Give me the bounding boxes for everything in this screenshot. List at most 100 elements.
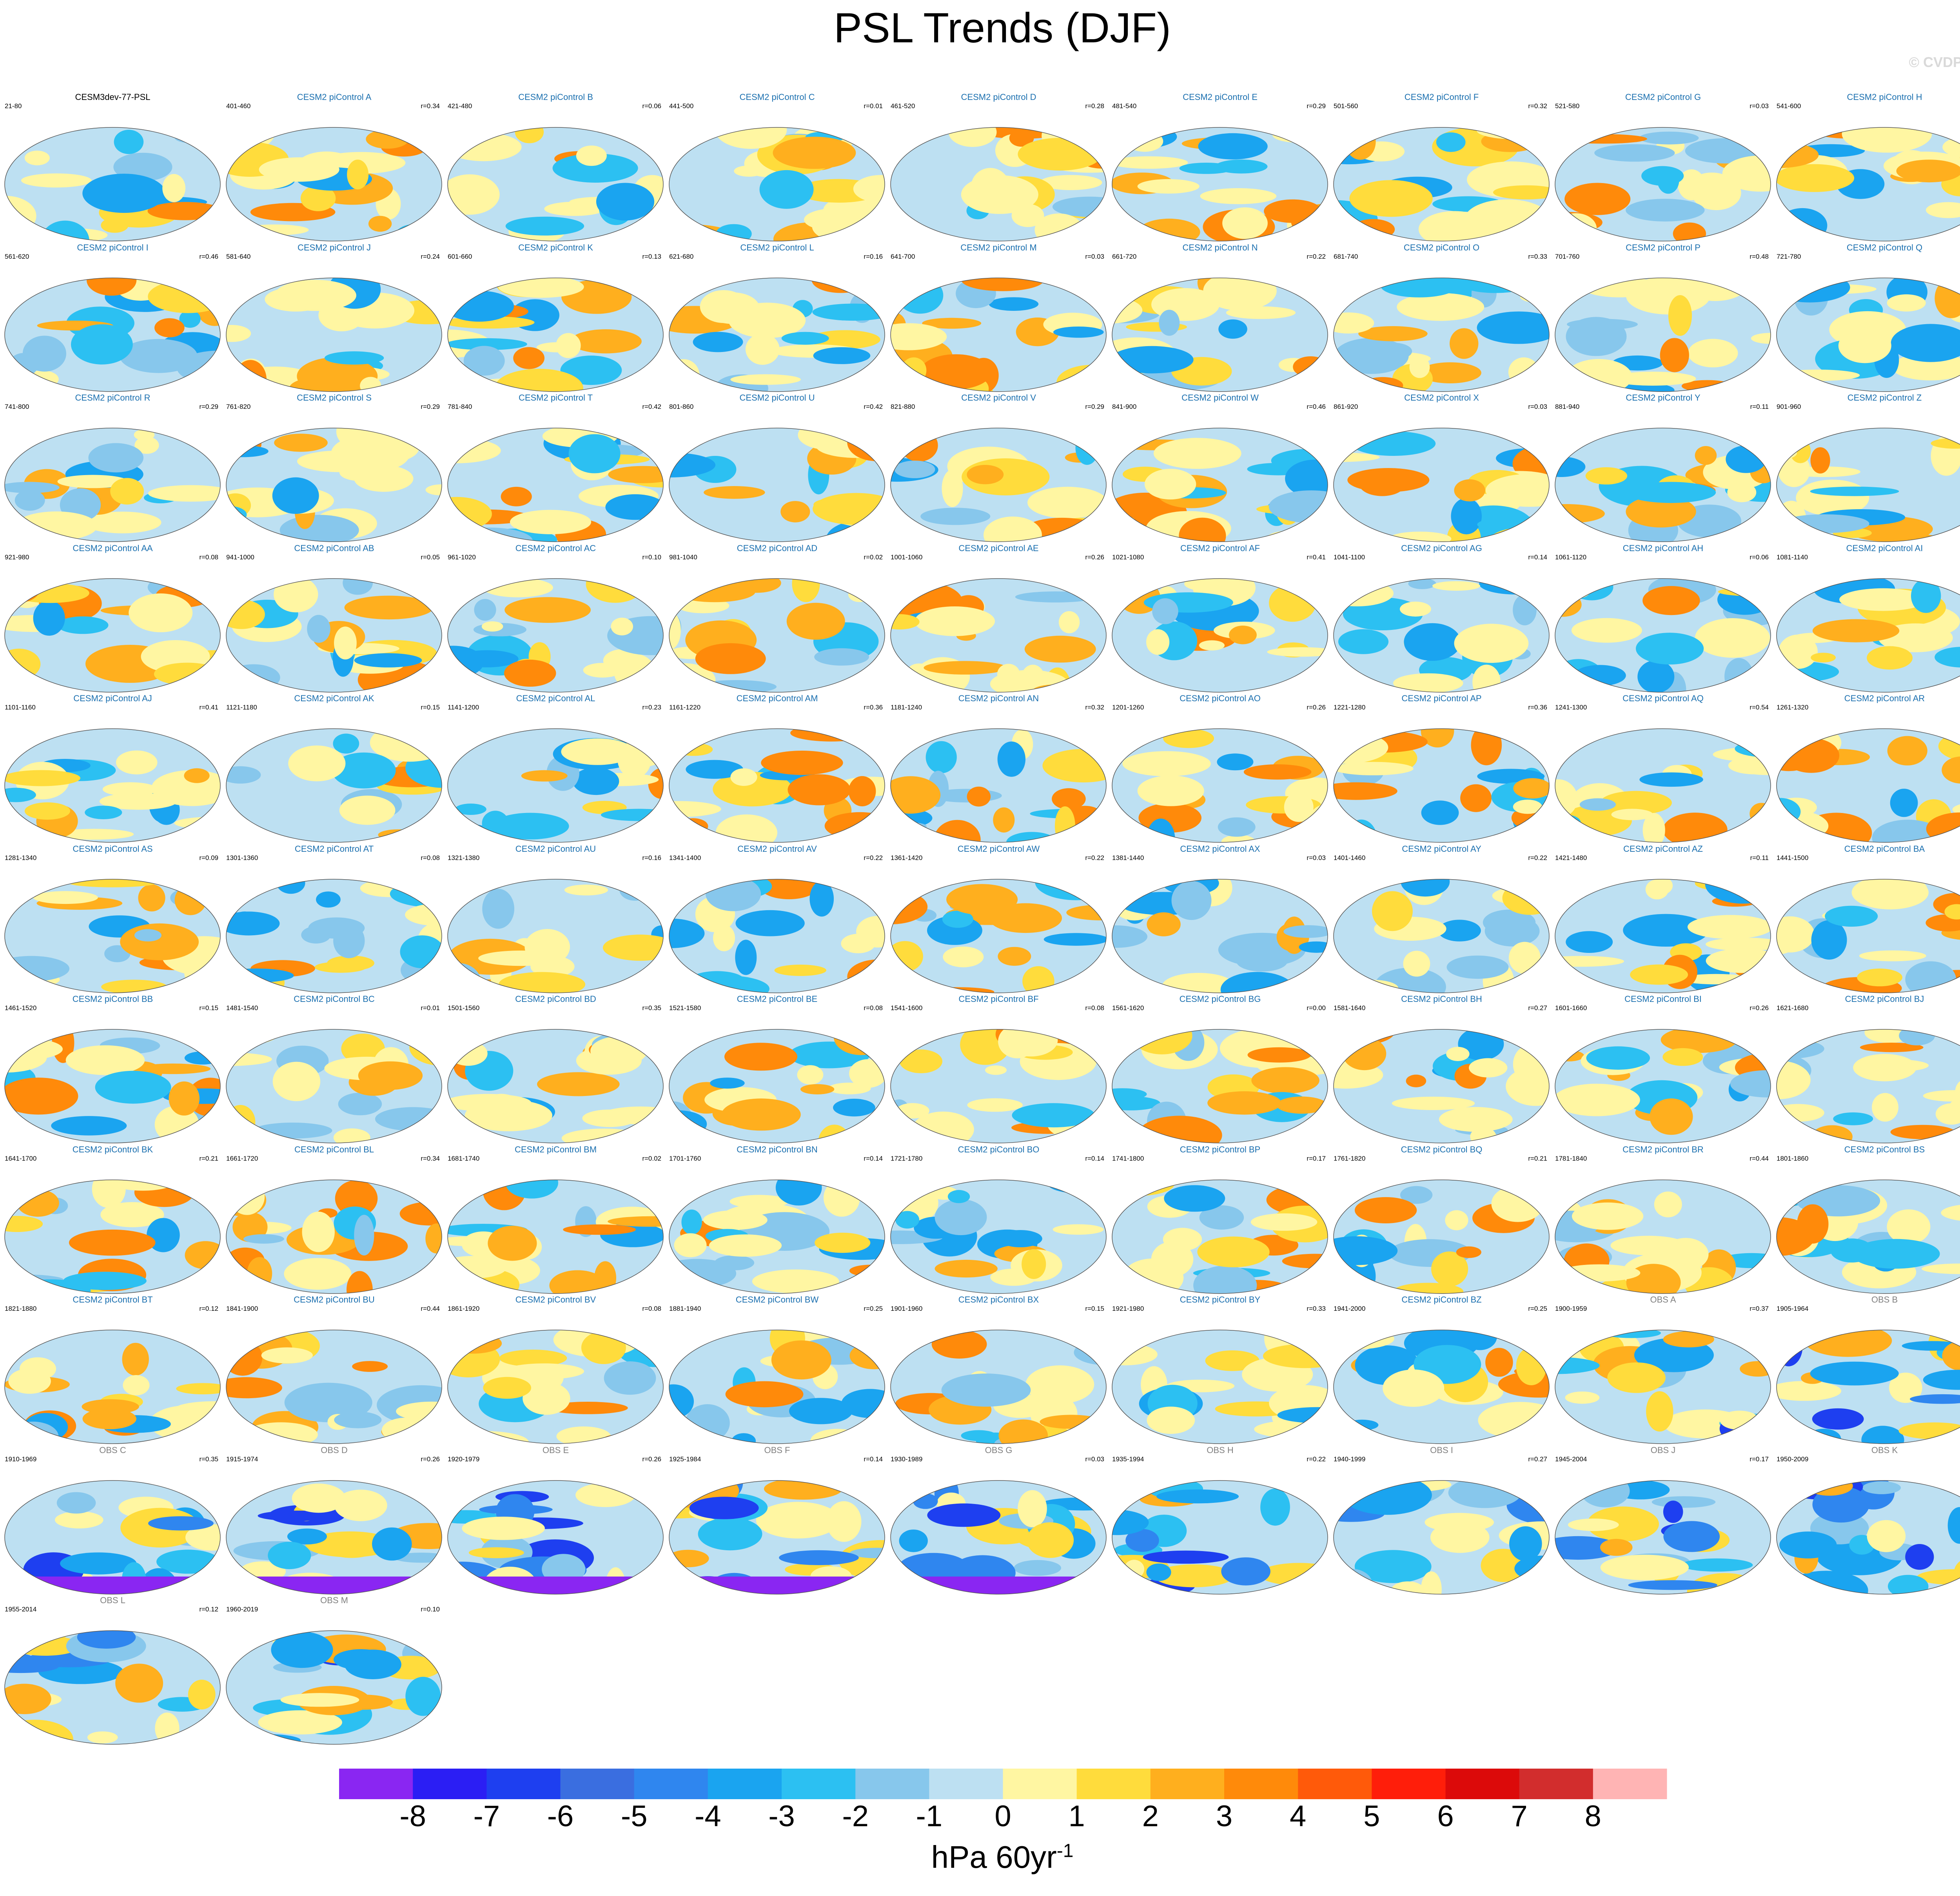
map-panel: CESM2 piControl AE 1001-1060 r=0.26 — [890, 543, 1107, 694]
map-svg — [1776, 428, 1960, 542]
trend-region — [735, 939, 757, 975]
trend-region — [709, 1234, 782, 1257]
trend-region — [1137, 179, 1200, 194]
map-outline — [447, 127, 664, 241]
map-outline — [447, 728, 664, 843]
map-svg — [4, 1330, 221, 1444]
trend-region — [809, 880, 834, 916]
trend-region — [730, 374, 801, 385]
trend-region — [302, 1211, 335, 1252]
trend-region — [115, 1664, 163, 1703]
map-svg — [1333, 1480, 1550, 1595]
trend-region — [1200, 188, 1277, 204]
map-panel: OBS G 1930-1989 r=0.03 — [890, 1445, 1107, 1596]
panel-correlation: r=0.22 — [1528, 854, 1547, 862]
panel-correlation: r=0.41 — [199, 704, 218, 711]
map-panel: OBS M 1960-2019 r=0.10 — [225, 1595, 443, 1746]
trend-region — [1730, 1070, 1771, 1098]
map-panel: CESM2 piControl S 761-820 r=0.29 — [225, 393, 443, 544]
panel-title: CESM2 piControl AD — [737, 543, 818, 553]
trend-region — [523, 1382, 570, 1415]
panel-correlation: r=0.46 — [1307, 403, 1326, 410]
trend-region — [1695, 618, 1770, 658]
panel-correlation: r=0.03 — [1085, 252, 1104, 260]
panel-correlation: r=0.17 — [1307, 1154, 1326, 1162]
panel-correlation: r=0.01 — [421, 1004, 440, 1012]
trend-region — [1896, 160, 1960, 183]
colorbar-segment — [1372, 1769, 1446, 1799]
trend-region — [826, 1501, 862, 1542]
panel-correlation: r=0.03 — [1749, 102, 1769, 110]
trend-region — [1154, 1564, 1234, 1587]
panel-correlation: r=0.36 — [864, 704, 883, 711]
colorbar-segment — [929, 1769, 1003, 1799]
trend-region — [138, 884, 165, 911]
map-outline — [4, 728, 221, 843]
map-svg — [4, 1480, 221, 1595]
trend-region — [724, 1043, 798, 1071]
trend-region — [505, 597, 591, 623]
panel-title: CESM2 piControl AO — [1180, 693, 1261, 703]
trend-region — [1217, 753, 1254, 771]
map-panel: OBS H 1935-1994 r=0.22 — [1111, 1445, 1329, 1596]
map-outline — [1333, 728, 1550, 843]
trend-region — [5, 482, 60, 494]
panel-correlation: r=0.03 — [1085, 1455, 1104, 1463]
map-outline — [669, 578, 885, 693]
panel-period: 1881-1940 — [669, 1305, 701, 1312]
trend-region — [5, 770, 80, 786]
map-panel: CESM2 piControl F 501-560 r=0.32 — [1333, 92, 1550, 243]
panel-correlation: r=0.33 — [1307, 1305, 1326, 1312]
colorbar-tick-label: -5 — [621, 1800, 648, 1833]
trend-region — [134, 429, 155, 441]
panel-title: OBS E — [542, 1445, 569, 1455]
map-outline — [226, 1330, 442, 1444]
trend-region — [717, 302, 768, 316]
map-panel: OBS C 1910-1969 r=0.35 — [4, 1445, 221, 1596]
trend-region — [967, 786, 991, 807]
trend-region — [891, 323, 947, 350]
trend-region — [354, 1214, 374, 1256]
trend-region — [1419, 362, 1481, 383]
panel-correlation: r=0.41 — [1307, 553, 1326, 561]
panel-period: 601-660 — [448, 252, 472, 260]
panel-title: CESM2 piControl F — [1404, 92, 1479, 102]
map-panel: CESM2 piControl BI 1601-1660 r=0.26 — [1554, 994, 1772, 1145]
trend-region — [463, 345, 505, 376]
map-outline — [890, 1179, 1107, 1294]
trend-region — [116, 750, 158, 775]
panel-title: CESM2 piControl N — [1182, 242, 1258, 252]
trend-region — [1889, 1372, 1922, 1403]
trend-region — [935, 1199, 987, 1235]
panel-period: 1121-1180 — [226, 704, 257, 711]
trend-region — [1374, 967, 1446, 993]
panel-period: 1920-1979 — [448, 1455, 480, 1463]
trend-region — [1626, 495, 1696, 528]
trend-region — [926, 741, 957, 773]
trend-region — [1436, 132, 1466, 152]
trend-region — [998, 947, 1031, 966]
trend-region — [1872, 820, 1944, 842]
trend-region — [1810, 1361, 1899, 1386]
trend-region — [1636, 632, 1704, 664]
panel-correlation: r=0.05 — [421, 553, 440, 561]
trend-region — [1585, 467, 1628, 484]
trend-region — [669, 611, 681, 650]
panel-period: 681-740 — [1334, 252, 1358, 260]
trend-region — [5, 1216, 43, 1232]
trend-region — [1218, 817, 1256, 837]
trend-region — [162, 174, 185, 202]
map-outline — [447, 878, 664, 993]
map-outline — [4, 277, 221, 392]
trend-region — [1628, 1580, 1718, 1590]
trend-region — [786, 602, 845, 640]
map-svg — [1555, 1480, 1771, 1595]
panel-correlation: r=0.26 — [421, 1455, 440, 1463]
map-panel: OBS F 1925-1984 r=0.14 — [668, 1445, 886, 1596]
panel-title: CESM2 piControl AN — [958, 693, 1039, 703]
panel-period: 1781-1840 — [1555, 1154, 1587, 1162]
trend-region — [334, 1489, 387, 1521]
trend-region — [505, 1179, 558, 1199]
